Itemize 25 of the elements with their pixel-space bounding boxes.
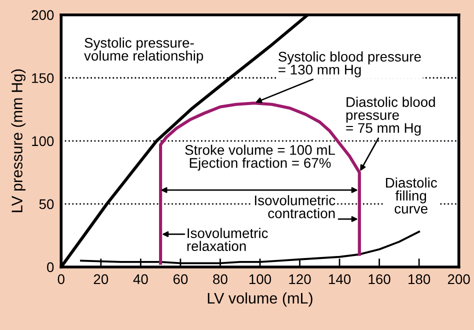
y-tick-label: 150 [32,73,54,84]
x-axis-title: LV volume (mL) [208,292,312,307]
x-tick-label: 20 [94,274,108,284]
y-tick-label: 200 [32,10,54,20]
x-tick-label: 200 [448,274,470,284]
annotation: Isovolumetric relaxation [187,228,268,252]
y-tick-label: 100 [32,136,54,146]
text: Systolic pressure- volume relationship [84,38,204,64]
x-tick-label: 80 [213,274,228,284]
annotation: Isovolumetric contraction [255,195,336,218]
x-tick-label: 40 [133,274,148,284]
annotation: Diastolic blood pressure = 75 mm Hg [346,96,435,136]
x-tick-label: 140 [329,274,351,284]
x-tick-label: 180 [408,274,430,284]
legend-label: Diastolic filling curve [386,177,437,214]
y-axis-title: LV pressure (mm Hg) [11,69,26,212]
y-tick-label: 50 [39,199,54,210]
x-tick-label: 100 [249,274,272,284]
x-tick-label: 120 [289,274,311,284]
x-tick-label: 60 [173,274,188,284]
annotation: Stroke volume = 100 mL Ejection fraction = 67% [185,144,335,171]
annotation: Systolic blood pressure = 130 mm Hg [278,51,421,78]
y-tick-label: 0 [47,262,54,272]
x-tick-label: 0 [58,274,64,284]
x-tick-label: 160 [368,274,390,284]
